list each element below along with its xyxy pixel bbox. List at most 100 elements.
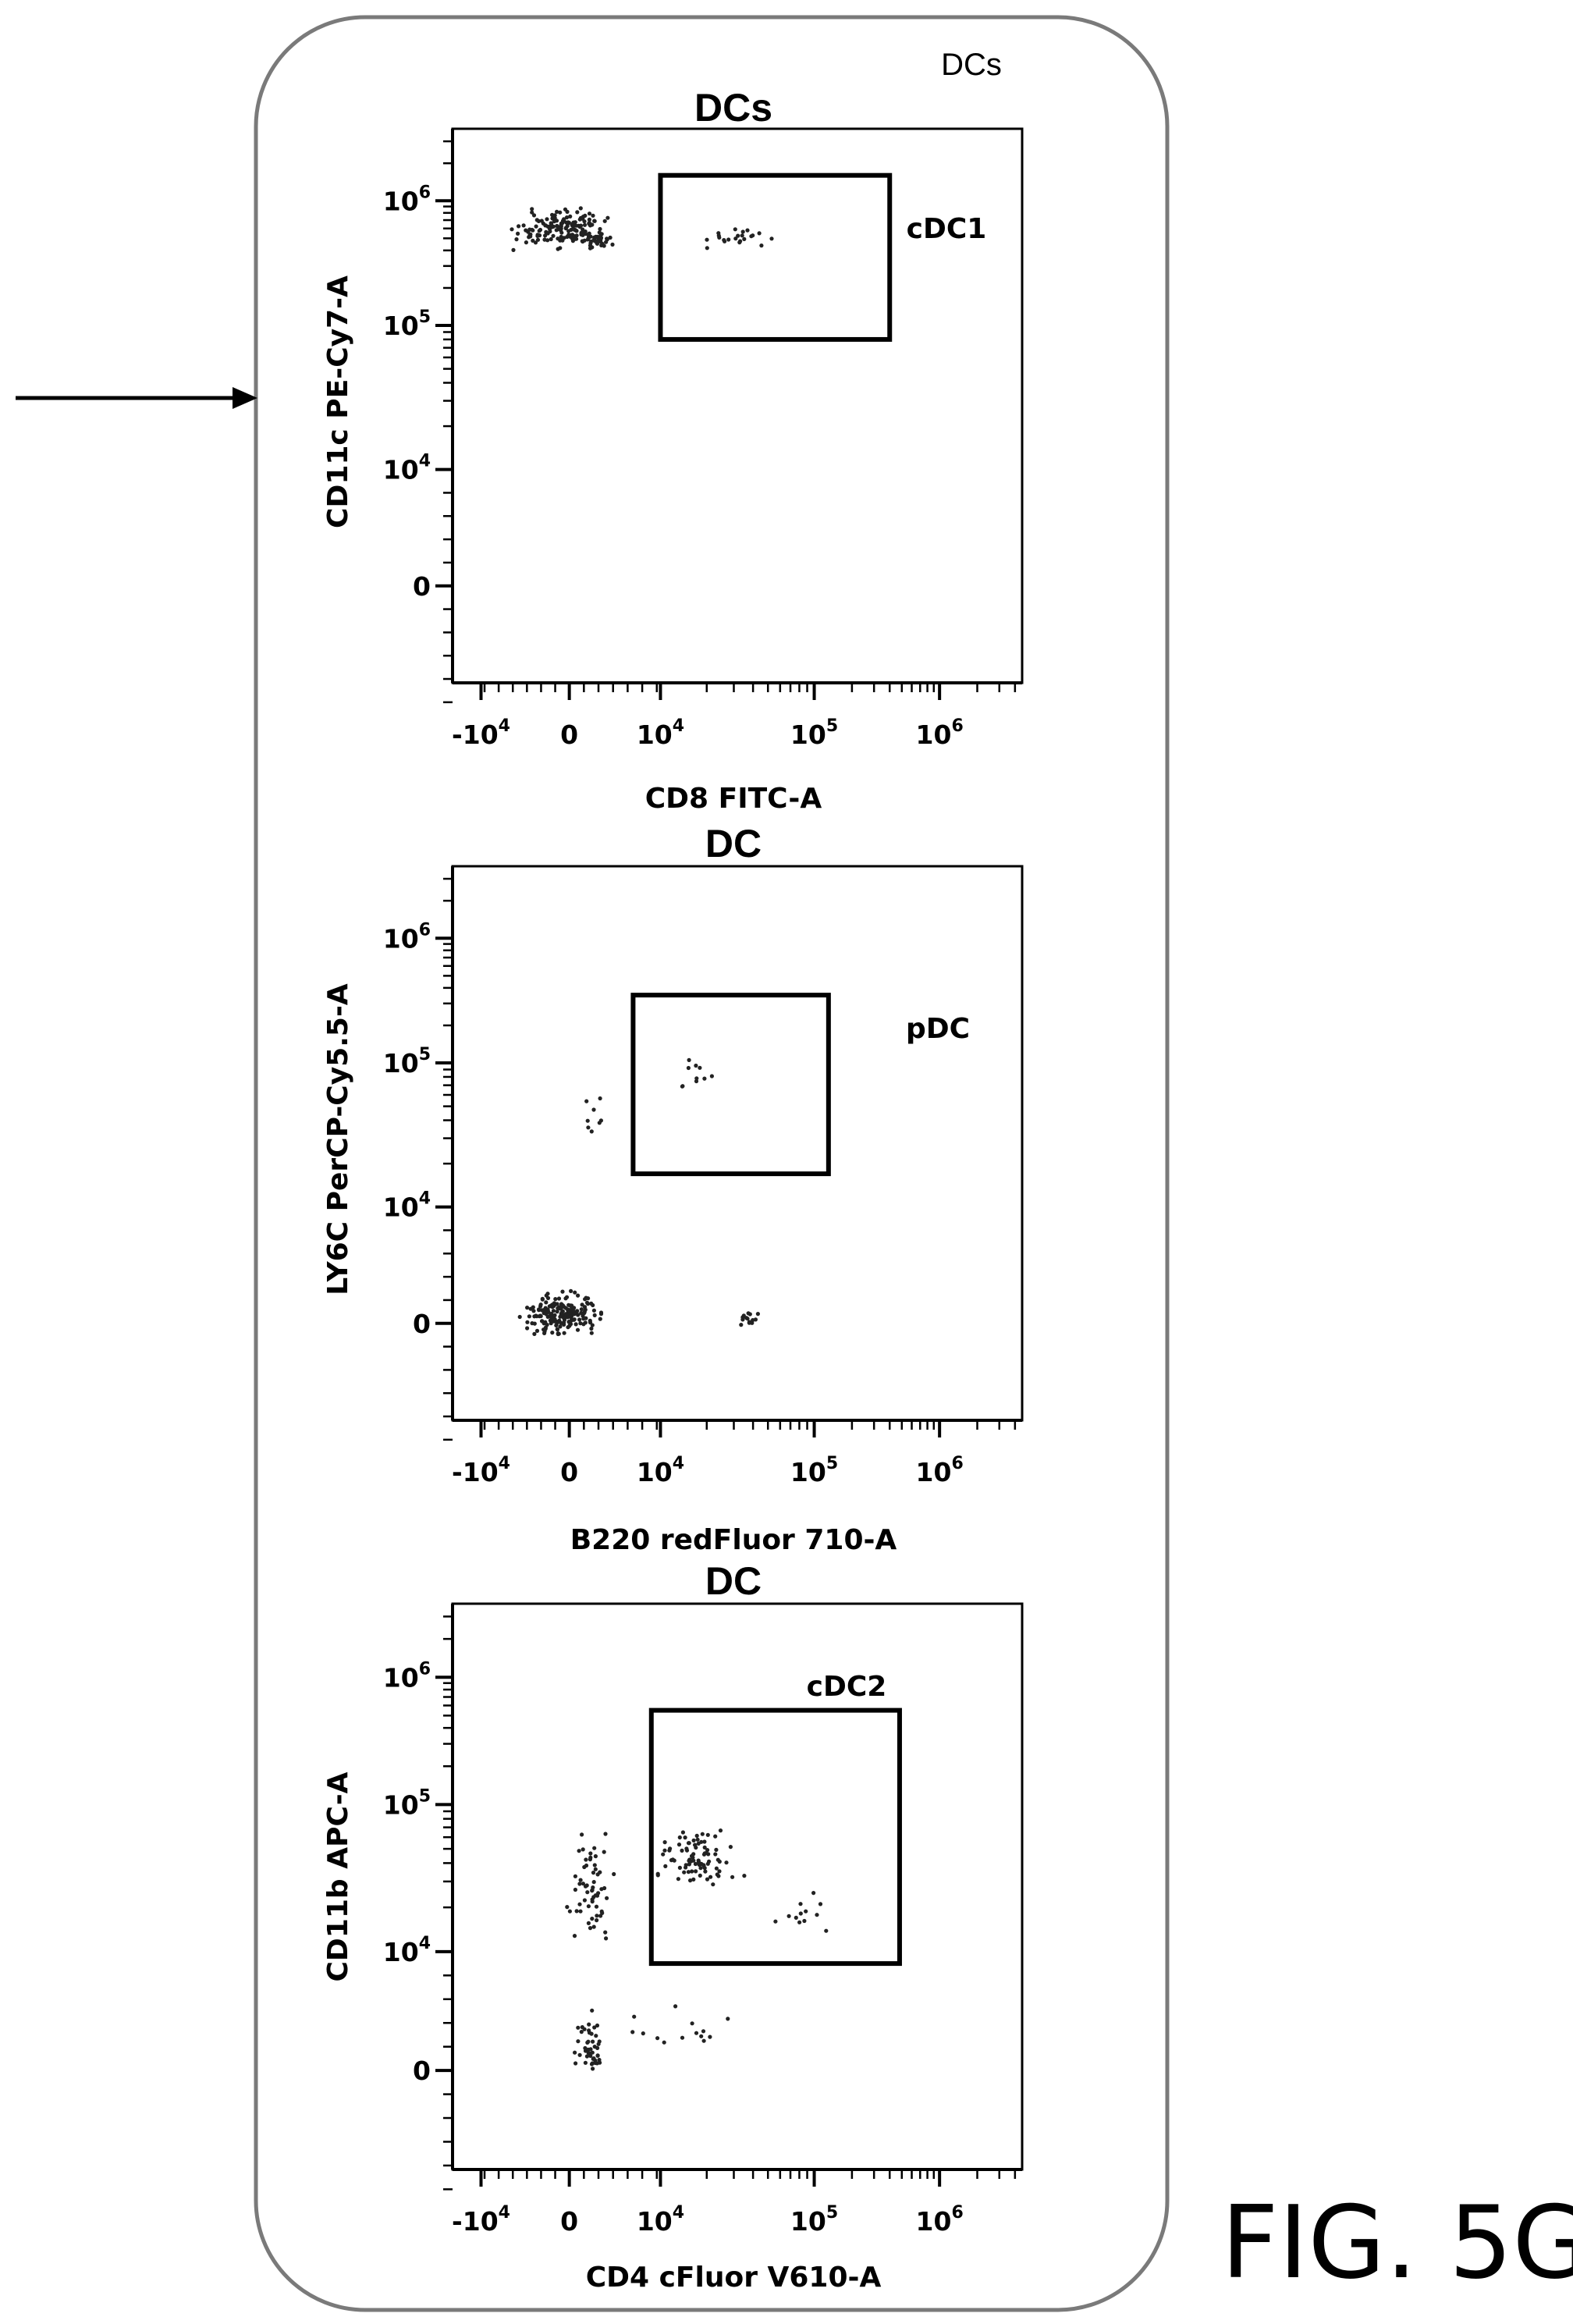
event-dot <box>565 235 569 239</box>
y-tick-label: 106 <box>383 1659 431 1693</box>
event-dot <box>585 1301 589 1305</box>
event-dot <box>586 1119 590 1123</box>
event-dot <box>544 223 548 227</box>
event-dot <box>573 1874 577 1878</box>
event-dot <box>630 2030 634 2034</box>
event-dot <box>544 1327 548 1331</box>
event-dot <box>595 2061 599 2065</box>
event-dot <box>592 1880 596 1884</box>
event-dot <box>598 1317 602 1321</box>
event-dot <box>574 237 578 241</box>
event-dot <box>540 1319 544 1323</box>
event-dot <box>545 1323 549 1327</box>
event-dot <box>695 1834 699 1838</box>
event-dot <box>524 229 527 233</box>
event-dot <box>586 2040 590 2044</box>
event-dot <box>577 1882 581 1885</box>
plot-title: DC <box>705 1559 762 1603</box>
gate-rectangle[interactable] <box>660 176 889 339</box>
event-dot <box>591 1888 595 1892</box>
x-tick-label: -104 <box>452 1454 510 1487</box>
gate-rectangle[interactable] <box>633 995 828 1174</box>
event-dot <box>706 1852 710 1856</box>
event-dot <box>733 227 737 231</box>
event-dot <box>538 1314 541 1318</box>
gate-rectangle[interactable] <box>652 1711 900 1963</box>
event-dot <box>591 214 595 218</box>
event-dot <box>742 237 746 241</box>
event-dot <box>694 2031 698 2035</box>
event-dot <box>594 2034 598 2038</box>
event-dot <box>691 1859 695 1863</box>
event-dot <box>680 1849 684 1853</box>
event-dot <box>532 213 536 217</box>
event-dot <box>553 1297 557 1301</box>
event-dot <box>681 1830 685 1834</box>
event-dot <box>708 2035 712 2039</box>
y-axis-label: CD11b APC-A <box>322 1771 354 1981</box>
event-dot <box>550 213 554 217</box>
event-dot <box>594 1854 598 1858</box>
event-dot <box>754 1317 758 1321</box>
event-dot <box>699 1840 703 1844</box>
event-dot <box>550 1331 554 1334</box>
event-dot <box>590 1331 594 1335</box>
event-dot <box>818 1902 822 1906</box>
event-dot <box>692 1839 696 1842</box>
event-dot <box>585 1883 589 1887</box>
event-dot <box>663 1840 667 1844</box>
event-dot <box>687 1859 691 1863</box>
event-dot <box>581 1847 585 1851</box>
event-dot <box>534 240 538 244</box>
event-dot <box>578 2053 582 2057</box>
x-tick-label: 106 <box>916 2203 964 2237</box>
y-tick-label: 105 <box>383 307 431 341</box>
event-dot <box>534 225 538 229</box>
event-dot <box>541 1297 545 1301</box>
event-dot <box>590 2062 594 2066</box>
y-tick-label: 104 <box>383 1934 431 1967</box>
event-dot <box>598 230 602 234</box>
event-dot <box>591 1303 595 1307</box>
event-dot <box>561 219 565 222</box>
event-dot <box>563 208 567 211</box>
event-dot <box>588 1926 592 1930</box>
event-dot <box>684 1865 687 1869</box>
event-dot <box>549 221 553 225</box>
plot-cdc2: DC CD11b APC-A CD4 cFluor V610-A cDC2 10… <box>322 1559 1022 2294</box>
event-dot <box>559 1312 563 1316</box>
event-dot <box>572 1318 576 1322</box>
event-dot <box>593 1863 597 1867</box>
event-dot <box>723 240 726 243</box>
event-dot <box>556 1302 559 1306</box>
event-dot <box>546 1309 550 1313</box>
plot-title: DC <box>705 822 762 865</box>
event-dot <box>705 238 708 242</box>
x-tick-label: 104 <box>637 2203 684 2237</box>
pointer-arrow <box>16 387 257 409</box>
event-dot <box>699 2034 703 2038</box>
event-dot <box>593 1313 597 1317</box>
event-dot <box>687 1066 691 1070</box>
x-axis-label: CD8 FITC-A <box>645 783 822 815</box>
x-axis-label: B220 redFluor 710-A <box>570 1524 897 1556</box>
event-dot <box>572 1312 576 1316</box>
event-dot <box>522 223 526 227</box>
event-dot <box>559 229 563 233</box>
event-dot <box>584 1308 588 1312</box>
event-dot <box>745 229 749 233</box>
x-tick-label: 105 <box>790 2203 838 2237</box>
event-dot <box>673 2004 677 2008</box>
event-dot <box>531 1309 535 1313</box>
event-dot <box>717 233 721 237</box>
event-dot <box>740 233 744 237</box>
event-dot <box>759 243 763 247</box>
event-dot <box>577 1317 581 1321</box>
event-dot <box>568 1910 572 1914</box>
event-dot <box>609 236 613 240</box>
event-dot <box>741 229 745 233</box>
event-dot <box>546 1315 550 1319</box>
event-dot <box>516 232 520 236</box>
event-dot <box>742 1874 746 1878</box>
event-dot <box>525 1306 529 1309</box>
